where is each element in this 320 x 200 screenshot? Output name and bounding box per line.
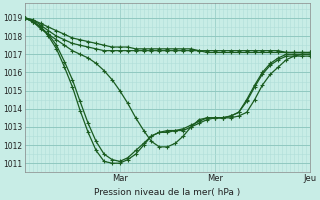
X-axis label: Pression niveau de la mer( hPa ): Pression niveau de la mer( hPa ) <box>94 188 241 197</box>
